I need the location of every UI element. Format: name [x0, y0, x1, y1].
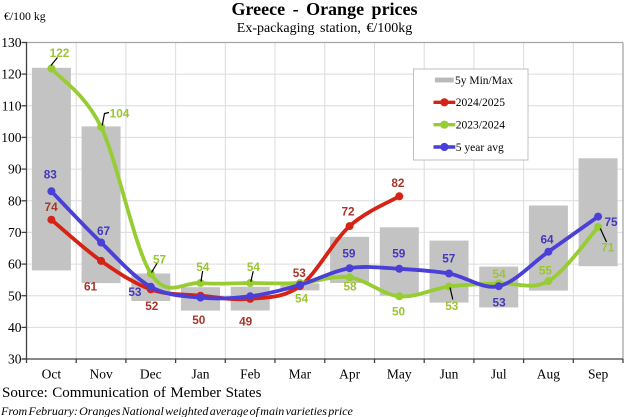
- svg-text:53: 53: [445, 299, 459, 313]
- svg-text:57: 57: [153, 252, 167, 266]
- svg-text:5 year avg: 5 year avg: [456, 142, 504, 154]
- svg-text:Jan: Jan: [192, 367, 210, 382]
- svg-text:53: 53: [128, 285, 142, 299]
- svg-text:120: 120: [1, 67, 22, 82]
- svg-text:61: 61: [84, 280, 98, 294]
- svg-text:Apr: Apr: [339, 367, 360, 382]
- svg-text:Oct: Oct: [42, 367, 62, 382]
- svg-text:71: 71: [601, 240, 615, 254]
- svg-text:Aug: Aug: [537, 367, 560, 382]
- svg-text:2023/2024: 2023/2024: [456, 120, 505, 132]
- svg-text:53: 53: [293, 266, 307, 280]
- svg-text:64: 64: [540, 233, 554, 247]
- svg-text:122: 122: [50, 46, 70, 60]
- svg-text:54: 54: [493, 267, 507, 281]
- svg-text:Feb: Feb: [240, 367, 261, 382]
- svg-text:60: 60: [8, 257, 22, 272]
- svg-text:54: 54: [196, 260, 210, 274]
- svg-text:50: 50: [192, 313, 206, 327]
- svg-text:70: 70: [8, 225, 22, 240]
- svg-text:Jun: Jun: [440, 367, 459, 382]
- svg-text:59: 59: [392, 246, 406, 260]
- svg-text:83: 83: [44, 167, 58, 181]
- svg-text:100: 100: [1, 130, 22, 145]
- svg-text:54: 54: [247, 260, 261, 274]
- svg-text:67: 67: [97, 224, 111, 238]
- svg-text:30: 30: [8, 352, 22, 367]
- svg-text:82: 82: [391, 176, 405, 190]
- svg-text:May: May: [387, 367, 412, 382]
- svg-text:74: 74: [45, 200, 59, 214]
- svg-text:75: 75: [604, 215, 618, 229]
- svg-text:59: 59: [342, 246, 356, 260]
- svg-text:58: 58: [343, 279, 357, 293]
- svg-text:110: 110: [2, 98, 22, 113]
- svg-text:104: 104: [110, 107, 130, 121]
- svg-text:Mar: Mar: [289, 367, 312, 382]
- svg-text:52: 52: [145, 299, 159, 313]
- svg-text:130: 130: [1, 35, 22, 50]
- svg-text:2024/2025: 2024/2025: [456, 97, 505, 109]
- svg-text:90: 90: [8, 162, 22, 177]
- svg-text:72: 72: [341, 204, 355, 218]
- svg-text:49: 49: [239, 314, 253, 328]
- svg-text:50: 50: [392, 304, 406, 318]
- svg-text:57: 57: [442, 251, 456, 265]
- svg-text:80: 80: [8, 193, 22, 208]
- svg-text:53: 53: [493, 296, 507, 310]
- svg-text:55: 55: [539, 264, 553, 278]
- svg-text:Jul: Jul: [491, 367, 507, 382]
- svg-text:Sep: Sep: [588, 367, 609, 382]
- svg-text:50: 50: [8, 288, 22, 303]
- svg-text:Nov: Nov: [89, 367, 112, 382]
- svg-text:5y Min/Max: 5y Min/Max: [455, 75, 513, 87]
- svg-text:Dec: Dec: [140, 367, 162, 382]
- svg-text:54: 54: [295, 291, 309, 305]
- svg-text:40: 40: [8, 320, 22, 335]
